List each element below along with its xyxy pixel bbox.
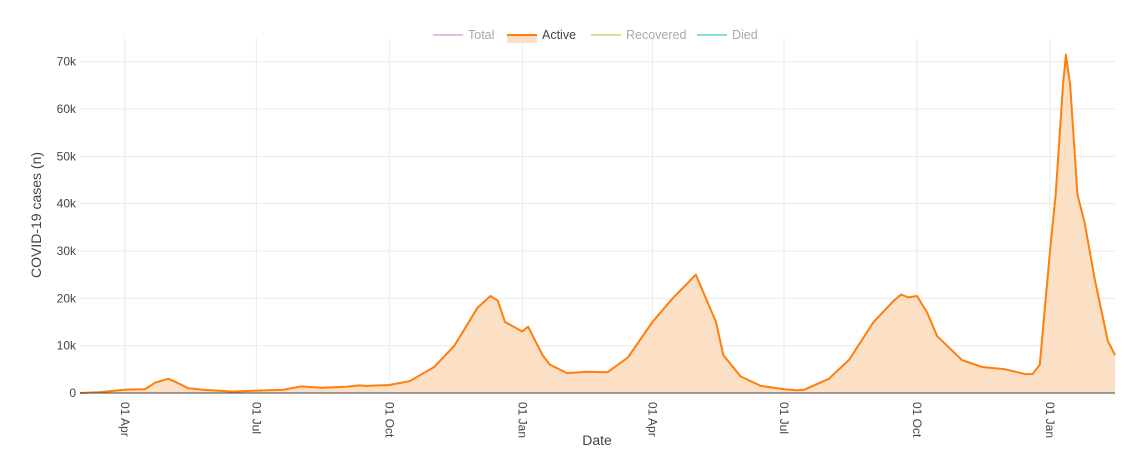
x-tick-label: 01 Apr	[645, 402, 659, 437]
x-tick-label: 01 Oct	[910, 402, 924, 438]
x-tick-label: 01 Jul	[777, 402, 791, 434]
legend-item-recovered[interactable]: Recovered	[591, 28, 686, 42]
y-axis-title: COVID-19 cases (n)	[28, 152, 44, 278]
series-line-active	[79, 53, 1116, 394]
legend-item-died[interactable]: Died	[697, 28, 758, 42]
series-area-active	[80, 54, 1115, 393]
x-tick-label: 01 Jan	[1043, 402, 1057, 438]
y-tick-label: 40k	[57, 197, 77, 211]
y-tick-label: 20k	[57, 291, 77, 305]
x-axis-title: Date	[582, 432, 612, 448]
y-axis: 0 10k 20k 30k 40k 50k 60k 70k	[57, 55, 77, 400]
legend-label: Recovered	[626, 28, 686, 42]
x-axis: 01 Apr 01 Jul 01 Oct 01 Jan 01 Apr 01 Jul 01 O…	[118, 402, 1057, 438]
legend-label: Active	[542, 28, 576, 42]
x-tick-label: 01 Jan	[515, 402, 529, 438]
y-tick-label: 70k	[57, 55, 77, 69]
x-tick-label: 01 Jul	[249, 402, 263, 434]
legend-label: Died	[732, 28, 758, 42]
x-tick-label: 01 Apr	[118, 402, 132, 437]
legend-label: Total	[468, 28, 494, 42]
y-tick-label: 50k	[57, 149, 77, 163]
legend-item-active[interactable]: Active	[507, 28, 576, 43]
y-tick-label: 0	[69, 386, 76, 400]
legend-swatch-fill	[507, 35, 537, 43]
plot-area	[79, 53, 1116, 394]
legend: Total Active Recovered Died	[433, 28, 758, 43]
y-tick-label: 30k	[57, 244, 77, 258]
x-tick-label: 01 Oct	[382, 402, 396, 438]
legend-item-total[interactable]: Total	[433, 28, 494, 42]
y-tick-label: 10k	[57, 339, 77, 353]
y-tick-label: 60k	[57, 102, 77, 116]
grid	[80, 38, 1115, 393]
